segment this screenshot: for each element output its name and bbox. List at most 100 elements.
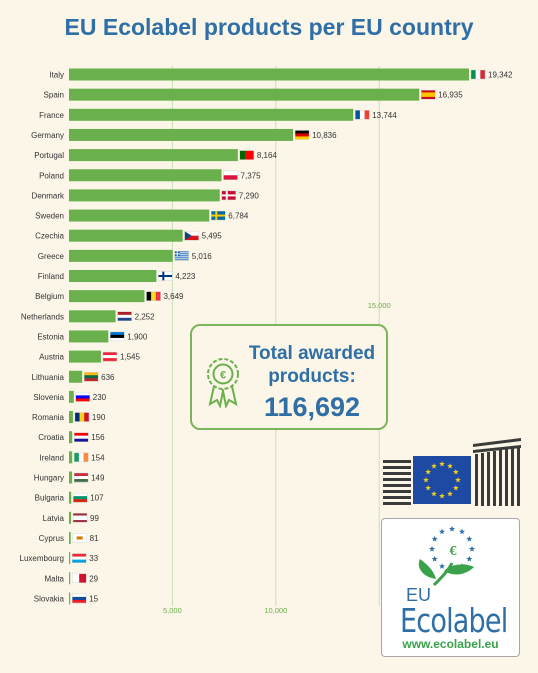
category-label: Latvia <box>43 514 65 523</box>
category-label: Malta <box>44 574 64 583</box>
value-label: 636 <box>101 373 115 382</box>
denmark-flag <box>221 190 236 201</box>
bar <box>69 108 354 121</box>
netherlands-flag <box>117 311 132 321</box>
bar <box>69 68 469 81</box>
category-label: Austria <box>39 353 64 362</box>
bar <box>69 189 220 202</box>
category-label: Sweden <box>35 212 64 221</box>
value-label: 16,935 <box>438 91 463 100</box>
value-label: 33 <box>89 554 98 563</box>
value-label: 19,342 <box>488 71 513 80</box>
value-label: 156 <box>91 433 105 442</box>
spain-flag <box>421 89 436 100</box>
bar <box>69 229 183 242</box>
value-label: 3,649 <box>163 292 184 301</box>
value-label: 29 <box>89 574 98 583</box>
cyprus-flag <box>72 533 87 543</box>
category-label: Estonia <box>37 332 64 341</box>
bar <box>69 370 83 383</box>
bar <box>69 572 71 585</box>
category-label: Germany <box>31 131 64 140</box>
croatia-flag <box>74 432 89 442</box>
gridline-label: 5,000 <box>163 606 182 615</box>
value-label: 2,252 <box>135 312 156 321</box>
poland-flag <box>223 170 238 180</box>
category-label: Spain <box>44 91 64 100</box>
total-awarded-value: 116,692 <box>263 392 361 422</box>
greece-flag <box>174 251 189 261</box>
category-label: France <box>39 111 64 120</box>
value-label: 4,223 <box>175 272 196 281</box>
bar <box>69 88 420 101</box>
category-label: Ireland <box>40 453 64 462</box>
award-medal-icon: € <box>207 358 239 408</box>
category-label: Poland <box>39 171 64 180</box>
bar <box>69 531 71 544</box>
ecolabel-url: www.ecolabel.eu <box>402 637 499 651</box>
eu-ecolabel-flower-icon: € <box>418 525 476 587</box>
bar <box>69 128 294 141</box>
value-label: 6,784 <box>228 212 249 221</box>
bar <box>69 310 116 323</box>
malta-flag <box>71 573 87 583</box>
category-label: Bulgaria <box>35 494 65 503</box>
austria-flag <box>102 351 118 362</box>
estonia-flag <box>110 331 125 342</box>
bar <box>69 169 222 182</box>
category-label: Croatia <box>38 433 64 442</box>
category-label: Romania <box>32 413 65 422</box>
lithuania-flag <box>83 372 99 382</box>
bar <box>69 491 72 504</box>
slovenia-flag <box>75 392 90 402</box>
ecolabel-eu-text: EU <box>406 585 432 605</box>
bar <box>69 552 71 565</box>
value-label: 154 <box>91 453 105 462</box>
value-label: 10,836 <box>312 131 337 140</box>
hungary-flag <box>73 472 89 483</box>
value-label: 5,495 <box>202 232 223 241</box>
france-flag <box>355 110 370 120</box>
bar <box>69 270 157 282</box>
european-commission-logo <box>383 438 521 506</box>
value-label: 230 <box>93 393 107 402</box>
bar <box>69 411 73 424</box>
germany-flag <box>294 130 310 140</box>
bar <box>69 149 238 162</box>
value-label: 7,375 <box>241 171 262 180</box>
category-label: Portugal <box>34 151 64 160</box>
value-label: 1,545 <box>120 353 141 362</box>
category-label: Slovakia <box>34 594 65 603</box>
sweden-flag <box>211 210 226 221</box>
value-label: 7,290 <box>239 191 260 200</box>
value-label: 8,164 <box>257 151 278 160</box>
value-label: 107 <box>90 494 104 503</box>
category-label: Cyprus <box>39 534 64 543</box>
bar <box>69 451 73 464</box>
value-label: 190 <box>92 413 106 422</box>
total-awarded-card: € Total awarded products: 116,692 <box>190 324 388 430</box>
bar <box>69 290 145 303</box>
bar <box>69 390 74 403</box>
gridline-label: 10,000 <box>264 606 287 615</box>
bulgaria-flag <box>73 492 88 503</box>
category-label: Hungary <box>34 474 64 483</box>
eu-ecolabel-logo: € EU Ecolabel www.ecolabel.eu <box>381 518 520 657</box>
value-label: 15 <box>89 594 98 603</box>
bar <box>69 350 101 363</box>
svg-text:€: € <box>220 370 226 382</box>
ecolabel-word: Ecolabel <box>400 601 508 640</box>
svg-text:€: € <box>450 544 457 559</box>
finland-flag <box>158 271 173 281</box>
bar <box>69 330 109 343</box>
belgium-flag <box>146 291 161 301</box>
italy-flag <box>470 69 486 80</box>
value-label: 99 <box>90 514 99 523</box>
bar <box>69 249 173 262</box>
category-label: Denmark <box>32 191 65 200</box>
category-label: Slovenia <box>33 393 64 402</box>
category-label: Greece <box>38 252 65 261</box>
czechia-flag <box>184 230 199 241</box>
slovakia-flag <box>71 593 87 604</box>
